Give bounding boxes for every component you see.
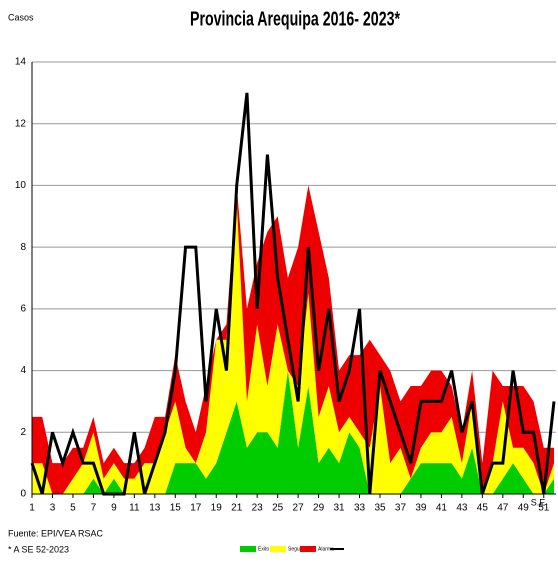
legend-label: Seguridad <box>288 546 311 552</box>
x-tick-label: 37 <box>395 503 407 514</box>
x-tick-label: 9 <box>111 503 117 514</box>
y-tick-label: 0 <box>20 489 26 500</box>
x-axis-label: S.E <box>531 497 546 507</box>
legend-swatch <box>300 546 316 552</box>
x-tick-label: 41 <box>436 503 448 514</box>
x-tick-label: 1 <box>29 503 35 514</box>
x-tick-label: 51 <box>538 503 550 514</box>
x-tick-label: 17 <box>190 503 202 514</box>
x-tick-label: 35 <box>374 503 386 514</box>
x-tick-label: 5 <box>70 503 76 514</box>
chart-title: Provincia Arequipa 2016- 2023* <box>190 8 400 30</box>
x-tick-label: 29 <box>313 503 325 514</box>
x-tick-label: 45 <box>477 503 489 514</box>
x-tick-label: 33 <box>354 503 366 514</box>
x-tick-label: 43 <box>456 503 468 514</box>
y-tick-label: 8 <box>20 242 26 253</box>
area <box>32 185 554 494</box>
x-tick-label: 19 <box>211 503 223 514</box>
x-tick-label: 31 <box>333 503 345 514</box>
legend-swatch <box>240 546 256 552</box>
y-tick-label: 2 <box>20 427 26 438</box>
x-tick-label: 39 <box>415 503 427 514</box>
y-tick-label: 12 <box>15 118 27 129</box>
source-note: Fuente: EPI/VEA RSAC <box>8 528 104 538</box>
x-tick-label: 7 <box>91 503 97 514</box>
x-tick-label: 25 <box>272 503 284 514</box>
x-tick-label: 13 <box>149 503 161 514</box>
legend-label: Alarma <box>318 546 334 552</box>
x-tick-label: 49 <box>518 503 530 514</box>
x-tick-label: 27 <box>293 503 305 514</box>
x-tick-label: 15 <box>170 503 182 514</box>
area <box>32 200 554 494</box>
y-tick-label: 6 <box>20 303 26 314</box>
x-tick-label: 47 <box>497 503 509 514</box>
legend-label: Éxito <box>258 545 269 552</box>
x-tick-label: 3 <box>50 503 56 514</box>
x-tick-label: 11 <box>129 503 140 514</box>
x-tick-label: 21 <box>231 503 243 514</box>
y-axis-label: Casos <box>8 12 34 22</box>
x-tick-label: 23 <box>252 503 264 514</box>
y-tick-label: 4 <box>20 365 26 376</box>
legend-swatch <box>270 546 286 552</box>
footnote: * A SE 52-2023 <box>8 544 69 554</box>
y-tick-label: 10 <box>15 180 27 191</box>
y-tick-label: 14 <box>15 57 27 68</box>
